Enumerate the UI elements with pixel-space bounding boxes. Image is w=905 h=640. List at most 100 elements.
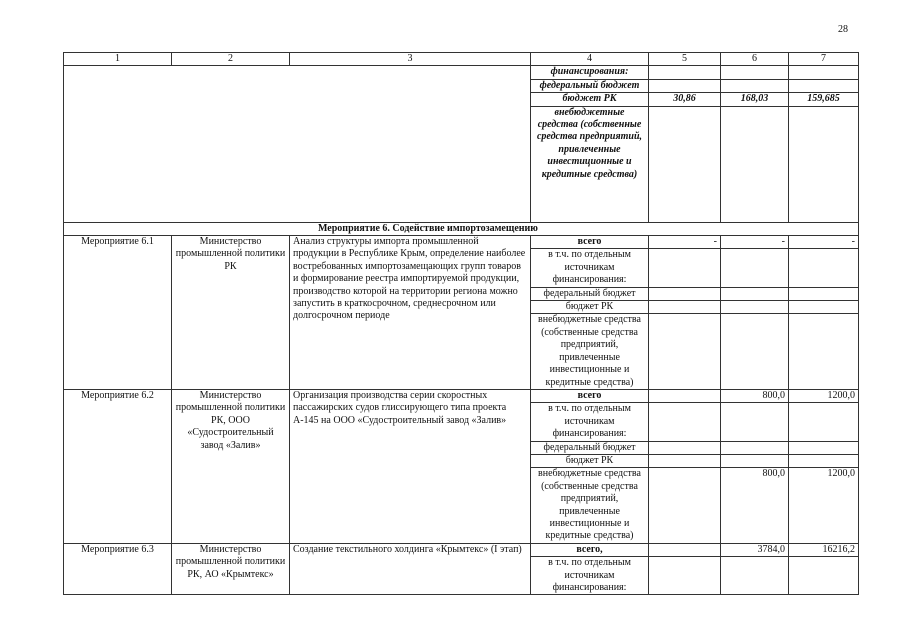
value-cell: [720, 313, 789, 390]
measure-row: в т.ч. по отдельным источникам финансиро…: [64, 402, 859, 442]
source-label: в т.ч. по отдельным источникам финансиро…: [530, 248, 649, 288]
header-cell: 4: [530, 51, 649, 67]
value-cell: [648, 78, 721, 94]
source-label: федеральный бюджет: [530, 286, 649, 302]
value-cell: 168,03: [720, 92, 789, 107]
measure-id: Мероприятие 6.1: [63, 235, 172, 390]
measure-row: внебюджетные средства (собственные средс…: [64, 313, 859, 390]
measure-row: федеральный бюджет: [64, 286, 859, 302]
value-cell: [648, 313, 721, 390]
value-cell: [648, 440, 721, 455]
value-cell: [648, 388, 721, 404]
source-label: финансирования:: [530, 65, 649, 80]
value-cell: [720, 300, 789, 315]
value-cell: [788, 78, 859, 94]
value-cell: -: [720, 235, 789, 250]
header-cell: 3: [289, 51, 531, 67]
value-cell: [720, 286, 789, 302]
value-cell: [720, 248, 789, 288]
value-cell: [720, 556, 789, 596]
value-cell: [648, 556, 721, 596]
source-label: в т.ч. по отдельным источникам финансиро…: [530, 402, 649, 442]
value-cell: 800,0: [720, 388, 789, 404]
section-title: Мероприятие 6. Содействие импортозамещен…: [318, 222, 538, 234]
measure-row: бюджет РК: [64, 300, 859, 315]
measure-description: Анализ структуры импорта промышленной пр…: [289, 235, 531, 390]
value-cell: 1200,0: [788, 467, 859, 544]
section-title-row: Мероприятие 6. Содействие импортозамещен…: [63, 221, 859, 237]
header-cell: 6: [720, 51, 789, 67]
measure-id: Мероприятие 6.2: [63, 388, 172, 544]
value-cell: [720, 65, 789, 80]
value-cell: [648, 248, 721, 288]
source-label: внебюджетные средства (собственные средс…: [530, 467, 649, 544]
measure-executor: Министерство промышленной политики РК: [171, 235, 290, 390]
measure-id: Мероприятие 6.3: [63, 542, 172, 596]
source-label: федеральный бюджет: [530, 78, 649, 94]
value-cell: [788, 453, 859, 469]
source-label: всего,: [530, 542, 649, 558]
measure-row: Мероприятие 6.3 Министерство промышленной…: [63, 542, 859, 596]
value-cell: [788, 300, 859, 315]
measure-executor: Министерство промышленной политики РК, О…: [171, 388, 290, 544]
source-label: всего: [530, 388, 649, 404]
source-label: бюджет РК: [530, 300, 649, 315]
value-cell: 30,86: [648, 92, 721, 107]
source-label: внебюджетные средства (собственные средс…: [530, 313, 649, 390]
continuation-row: бюджет РК 30,86 168,03 159,685: [64, 92, 859, 107]
value-cell: [720, 440, 789, 455]
value-cell: [648, 300, 721, 315]
value-cell: [648, 402, 721, 442]
value-cell: [720, 78, 789, 94]
measure-row: Мероприятие 6.1 Министерство промышленной…: [63, 235, 859, 390]
value-cell: [648, 105, 721, 223]
measure-row: в т.ч. по отдельным источникам финансиро…: [64, 248, 859, 288]
value-cell: [648, 453, 721, 469]
measure-row: Мероприятие 6.2 Министерство промышленной…: [63, 388, 859, 544]
header-cell: 7: [788, 51, 859, 67]
measure-executor: Министерство промышленной политики РК, А…: [171, 542, 290, 596]
value-cell: 16216,2: [788, 542, 859, 558]
value-cell: 159,685: [788, 92, 859, 107]
value-cell: [648, 542, 721, 558]
source-label: бюджет РК: [530, 92, 649, 107]
measure-row: в т.ч. по отдельным источникам финансиро…: [64, 556, 859, 596]
page-number: 28: [838, 24, 848, 35]
value-cell: 3784,0: [720, 542, 789, 558]
source-label: бюджет РК: [530, 453, 649, 469]
value-cell: [788, 105, 859, 223]
value-cell: [788, 402, 859, 442]
measure-description: Организация производства серии скоростны…: [289, 388, 531, 544]
header-cell: 1: [63, 51, 172, 67]
source-label: всего: [530, 235, 649, 250]
value-cell: [788, 248, 859, 288]
value-cell: [788, 556, 859, 596]
value-cell: -: [788, 235, 859, 250]
source-label: в т.ч. по отдельным источникам финансиро…: [530, 556, 649, 596]
source-label: внебюджетные средства (собственные средс…: [530, 105, 649, 223]
value-cell: [788, 65, 859, 80]
measure-description: Создание текстильного холдинга «Крымтекс…: [289, 542, 531, 596]
value-cell: [720, 402, 789, 442]
measure-row: федеральный бюджет: [64, 440, 859, 455]
continuation-row: внебюджетные средства (собственные средс…: [64, 105, 859, 223]
source-label: федеральный бюджет: [530, 440, 649, 455]
value-cell: [788, 286, 859, 302]
header-row: 1 2 3 4 5 6 7: [63, 51, 859, 67]
value-cell: [720, 105, 789, 223]
measures-table: 1 2 3 4 5 6 7 финансирования: федеральны…: [63, 51, 859, 596]
header-cell: 2: [171, 51, 290, 67]
empty-cell: [63, 65, 531, 223]
header-cell: 5: [648, 51, 721, 67]
value-cell: [648, 65, 721, 80]
value-cell: [788, 313, 859, 390]
value-cell: [788, 440, 859, 455]
value-cell: [648, 467, 721, 544]
value-cell: [720, 453, 789, 469]
value-cell: 800,0: [720, 467, 789, 544]
continuation-row: финансирования:: [63, 65, 859, 223]
measure-row: бюджет РК: [64, 453, 859, 469]
measure-row: внебюджетные средства (собственные средс…: [64, 467, 859, 544]
value-cell: 1200,0: [788, 388, 859, 404]
value-cell: -: [648, 235, 721, 250]
